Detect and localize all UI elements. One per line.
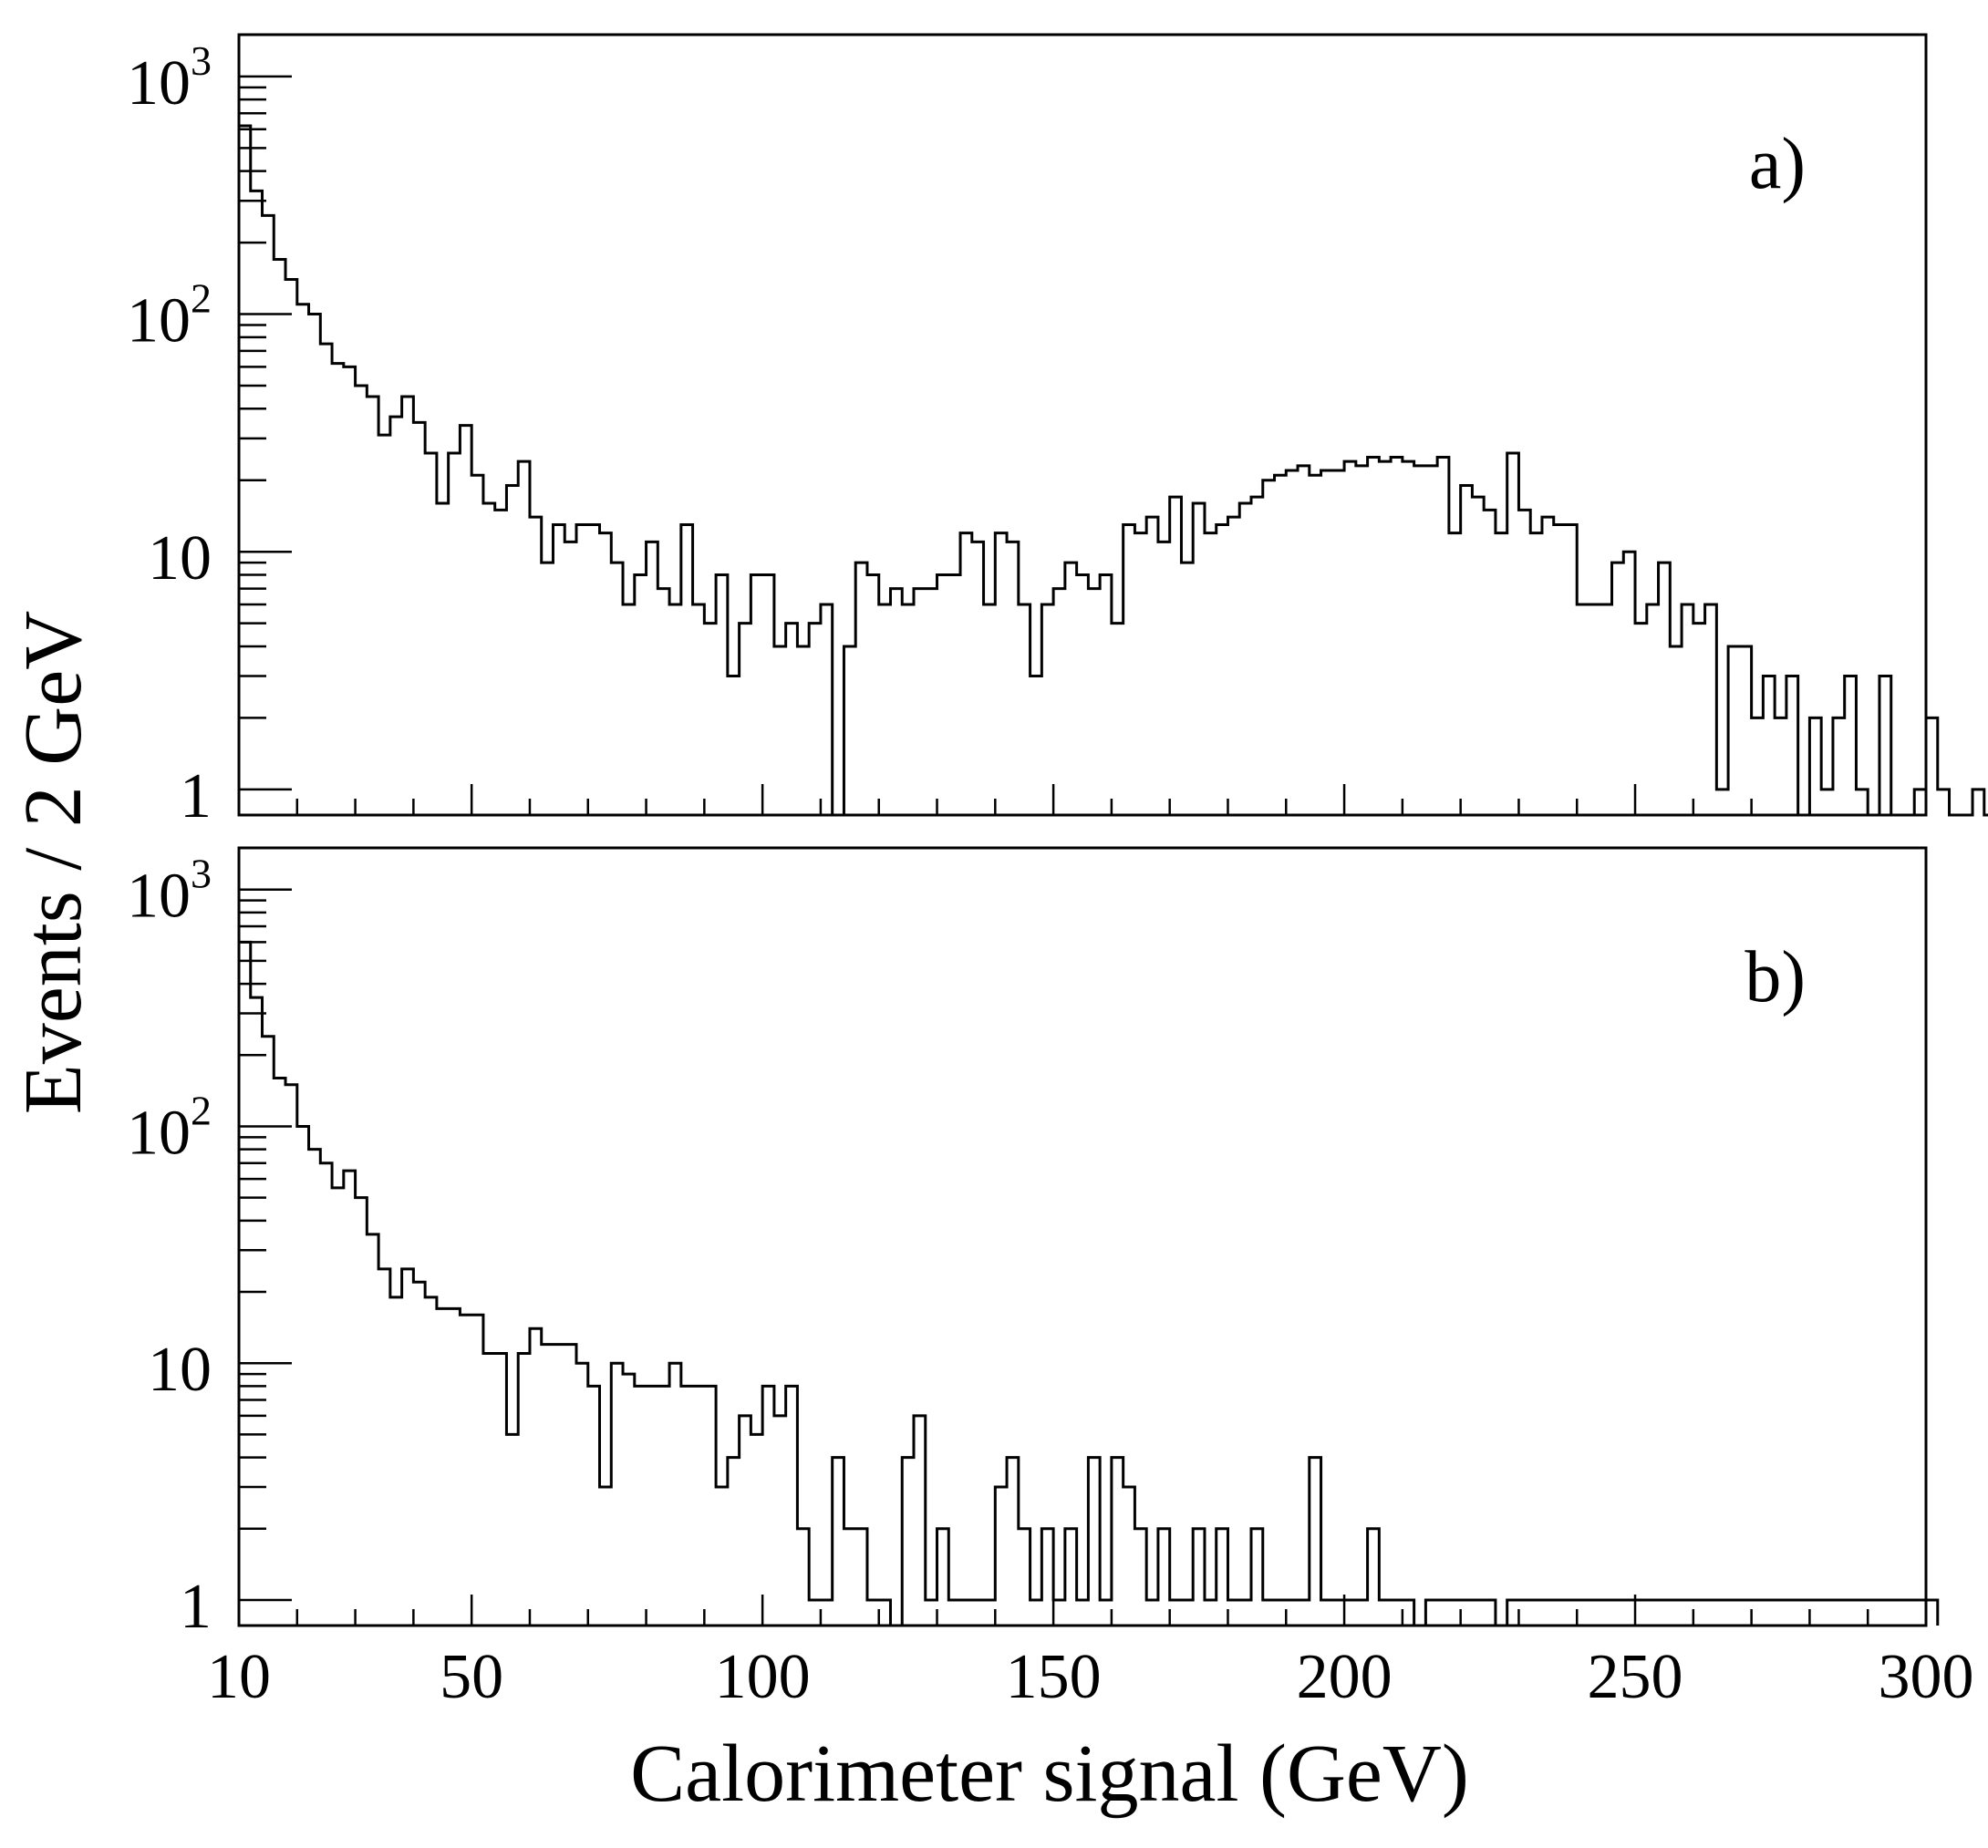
y-tick-label: 103	[127, 851, 212, 932]
plot-frame	[237, 846, 1928, 1627]
x-tick-label: 250	[1588, 1642, 1683, 1712]
panel-label: b)	[1745, 937, 1806, 1017]
x-tick-label: 50	[440, 1642, 503, 1712]
y-tick-label: 102	[127, 1087, 212, 1168]
x-axis-label: Calorimeter signal (GeV)	[630, 1729, 1469, 1819]
x-tick-label: 100	[715, 1642, 811, 1712]
y-tick-label: 1	[180, 1572, 212, 1642]
histogram-line	[239, 124, 1988, 817]
x-axis-tick-labels: 10 50 100 150 200 250 300	[207, 1642, 1974, 1712]
y-tick-label: 10	[148, 1335, 212, 1405]
plot-frame	[237, 33, 1928, 817]
x-tick-label: 10	[207, 1642, 271, 1712]
x-tick-label: 300	[1879, 1642, 1974, 1712]
y-tick-label: 1	[180, 761, 212, 831]
panel-a: 1 10 102 103 a)	[127, 33, 1988, 831]
x-tick-label: 150	[1006, 1642, 1102, 1712]
histogram-line	[239, 940, 1940, 1627]
panel-b: 1 10 102 103 b)	[127, 846, 1940, 1642]
x-tick-label: 200	[1297, 1642, 1393, 1712]
y-tick-label: 103	[127, 37, 212, 119]
y-axis-label: Events / 2 GeV	[8, 611, 98, 1114]
panel-label: a)	[1749, 124, 1806, 204]
y-tick-label: 10	[148, 523, 212, 594]
y-tick-label: 102	[127, 275, 212, 356]
